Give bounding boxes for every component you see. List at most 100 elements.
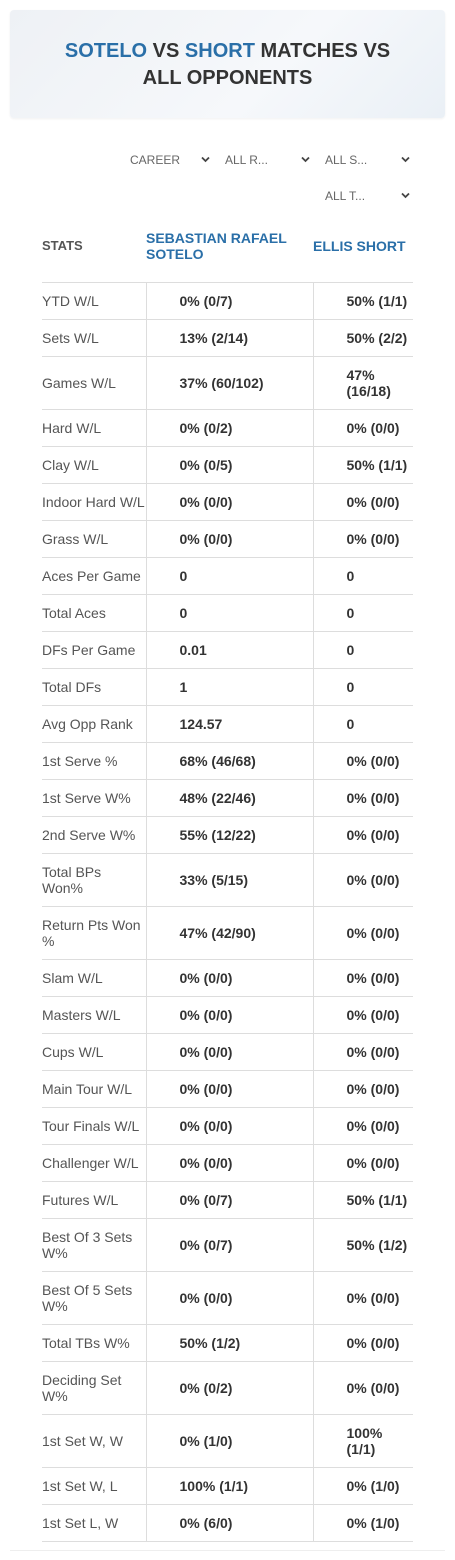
filter-select[interactable]: ALL R...	[225, 152, 315, 168]
stat-value: 0.01	[145, 631, 313, 669]
stat-value: 0% (0/0)	[312, 742, 413, 780]
stat-label: Clay W/L	[42, 446, 146, 484]
stat-label: Grass W/L	[42, 520, 146, 558]
column-header[interactable]: ELLIS SHORT	[313, 238, 406, 254]
stat-label: Masters W/L	[42, 996, 146, 1034]
stat-label: Aces Per Game	[42, 557, 146, 595]
stat-label: Games W/L	[42, 356, 146, 410]
stat-label: 1st Serve W%	[42, 779, 146, 817]
stat-value: 0% (0/0)	[145, 1070, 313, 1108]
stat-label: Best Of 3 Sets W%	[42, 1218, 146, 1272]
stat-row: Best Of 3 Sets W% 0% (0/7) 50% (1/2)	[42, 1218, 413, 1272]
stat-label: Avg Opp Rank	[42, 705, 146, 743]
stat-label: Futures W/L	[42, 1181, 146, 1219]
stat-value: 0% (0/0)	[312, 1324, 413, 1362]
stat-row: Slam W/L 0% (0/0) 0% (0/0)	[42, 959, 413, 997]
stat-value: 1	[145, 668, 313, 706]
title-text: MATCHES VS ALL OPPONENTS	[142, 40, 391, 89]
stats-table: STATS SEBASTIAN RAFAEL SOTELO ELLIS SHOR…	[42, 210, 413, 1542]
stat-row: Main Tour W/L 0% (0/0) 0% (0/0)	[42, 1070, 413, 1108]
stat-row: 1st Set L, W 0% (6/0) 0% (1/0)	[42, 1504, 413, 1542]
stat-value: 50% (1/1)	[312, 282, 413, 320]
stat-value: 0% (0/0)	[145, 996, 313, 1034]
stat-value: 0	[145, 594, 313, 632]
stat-value: 0% (1/0)	[312, 1467, 413, 1505]
stat-value: 0% (0/0)	[145, 1271, 313, 1325]
stat-value: 0% (0/5)	[145, 446, 313, 484]
title: SOTELO VS SHORT MATCHES VS ALL OPPONENTS	[50, 38, 405, 92]
stat-row: YTD W/L 0% (0/7) 50% (1/1)	[42, 282, 413, 320]
header-card: SOTELO VS SHORT MATCHES VS ALL OPPONENTS	[10, 10, 445, 118]
stat-label: Tour Finals W/L	[42, 1107, 146, 1145]
stat-value: 0% (0/0)	[312, 1070, 413, 1108]
stat-value: 0% (0/0)	[145, 1033, 313, 1071]
title-player: SOTELO	[64, 40, 148, 62]
stat-row: Tour Finals W/L 0% (0/0) 0% (0/0)	[42, 1107, 413, 1145]
stat-row: Aces Per Game 0 0	[42, 557, 413, 595]
stat-value: 0% (0/0)	[312, 1361, 413, 1415]
stat-label: Hard W/L	[42, 409, 146, 447]
stat-row: 1st Set W, L 100% (1/1) 0% (1/0)	[42, 1467, 413, 1505]
stat-label: Main Tour W/L	[42, 1070, 146, 1108]
stat-row: 1st Serve W% 48% (22/46) 0% (0/0)	[42, 779, 413, 817]
stat-value: 68% (46/68)	[145, 742, 313, 780]
stat-value: 0% (0/7)	[145, 1218, 313, 1272]
filter-select[interactable]: ALL T...	[325, 188, 415, 204]
stat-value: 0% (0/0)	[312, 853, 413, 907]
stat-value: 0% (0/0)	[312, 906, 413, 960]
stat-value: 50% (1/1)	[312, 446, 413, 484]
stat-value: 0% (0/0)	[312, 409, 413, 447]
stat-value: 0	[312, 557, 413, 595]
filter-label: ALL T...	[325, 189, 366, 203]
filter-select[interactable]: CAREER	[130, 152, 215, 168]
stat-value: 0% (0/0)	[145, 483, 313, 521]
stat-value: 0% (0/7)	[145, 1181, 313, 1219]
title-player: SHORT	[184, 40, 255, 62]
stat-value: 0% (0/2)	[145, 409, 313, 447]
stat-value: 50% (2/2)	[312, 319, 413, 357]
chevron	[401, 156, 410, 163]
stat-label: Sets W/L	[42, 319, 146, 357]
filter-select[interactable]: ALL S...	[325, 152, 415, 168]
chevron	[301, 156, 310, 163]
stat-label: Slam W/L	[42, 959, 146, 997]
stat-value: 0% (0/0)	[312, 959, 413, 997]
stat-value: 50% (1/2)	[145, 1324, 313, 1362]
stat-label: 1st Set L, W	[42, 1504, 146, 1542]
stat-value: 13% (2/14)	[145, 319, 313, 357]
stat-label: DFs Per Game	[42, 631, 146, 669]
column-header[interactable]: SEBASTIAN RAFAEL SOTELO	[146, 230, 287, 262]
stat-value: 47% (42/90)	[145, 906, 313, 960]
stat-label: Total TBs W%	[42, 1324, 146, 1362]
stat-row: Cups W/L 0% (0/0) 0% (0/0)	[42, 1033, 413, 1071]
stat-value: 0% (6/0)	[145, 1504, 313, 1542]
stat-label: Total Aces	[42, 594, 146, 632]
filter-label: CAREER	[130, 153, 181, 167]
stat-label: YTD W/L	[42, 282, 146, 320]
stat-value: 0% (0/0)	[145, 520, 313, 558]
stat-row: Clay W/L 0% (0/5) 50% (1/1)	[42, 446, 413, 484]
stat-value: 0% (0/0)	[312, 816, 413, 854]
stat-label: Return Pts Won %	[42, 906, 146, 960]
stat-value: 0% (0/0)	[312, 1033, 413, 1071]
title-text: VS	[152, 40, 180, 62]
stat-value: 0	[312, 631, 413, 669]
divider	[10, 1550, 445, 1551]
stat-value: 50% (1/2)	[312, 1218, 413, 1272]
stat-value: 0% (0/0)	[312, 1107, 413, 1145]
filter-label: ALL R...	[225, 153, 268, 167]
stat-row: Grass W/L 0% (0/0) 0% (0/0)	[42, 520, 413, 558]
stat-row: Total BPs Won% 33% (5/15) 0% (0/0)	[42, 853, 413, 907]
stat-value: 0% (0/7)	[145, 282, 313, 320]
stat-value: 0% (0/2)	[145, 1361, 313, 1415]
chevron	[401, 192, 410, 199]
stat-value: 37% (60/102)	[145, 356, 313, 410]
stat-value: 0	[312, 594, 413, 632]
stat-value: 0% (0/0)	[312, 483, 413, 521]
stat-value: 0% (0/0)	[145, 959, 313, 997]
stat-label: Total DFs	[42, 668, 146, 706]
stat-row: DFs Per Game 0.01 0	[42, 631, 413, 669]
stat-row: 2nd Serve W% 55% (12/22) 0% (0/0)	[42, 816, 413, 854]
stat-value: 0	[312, 668, 413, 706]
stat-value: 33% (5/15)	[145, 853, 313, 907]
